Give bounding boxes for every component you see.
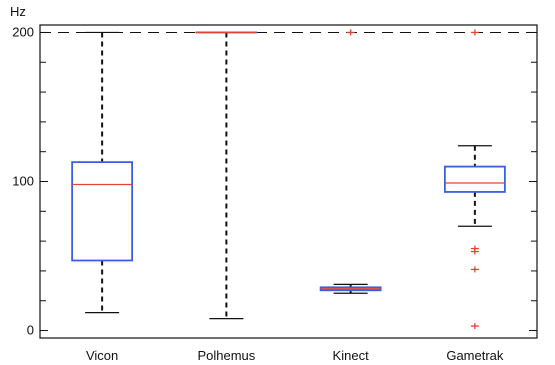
y-tick-label: 200	[12, 24, 34, 39]
y-tick-label: 100	[12, 174, 34, 189]
x-category-label: Gametrak	[446, 348, 504, 363]
plot-frame	[39, 24, 538, 339]
y-tick-label: 0	[27, 323, 34, 338]
x-category-label: Kinect	[333, 348, 370, 363]
x-category-label: Vicon	[86, 348, 118, 363]
box-iqr	[71, 161, 134, 262]
x-category-label: Polhemus	[197, 348, 255, 363]
y-axis-label: Hz	[10, 4, 26, 19]
box-iqr	[443, 165, 506, 193]
